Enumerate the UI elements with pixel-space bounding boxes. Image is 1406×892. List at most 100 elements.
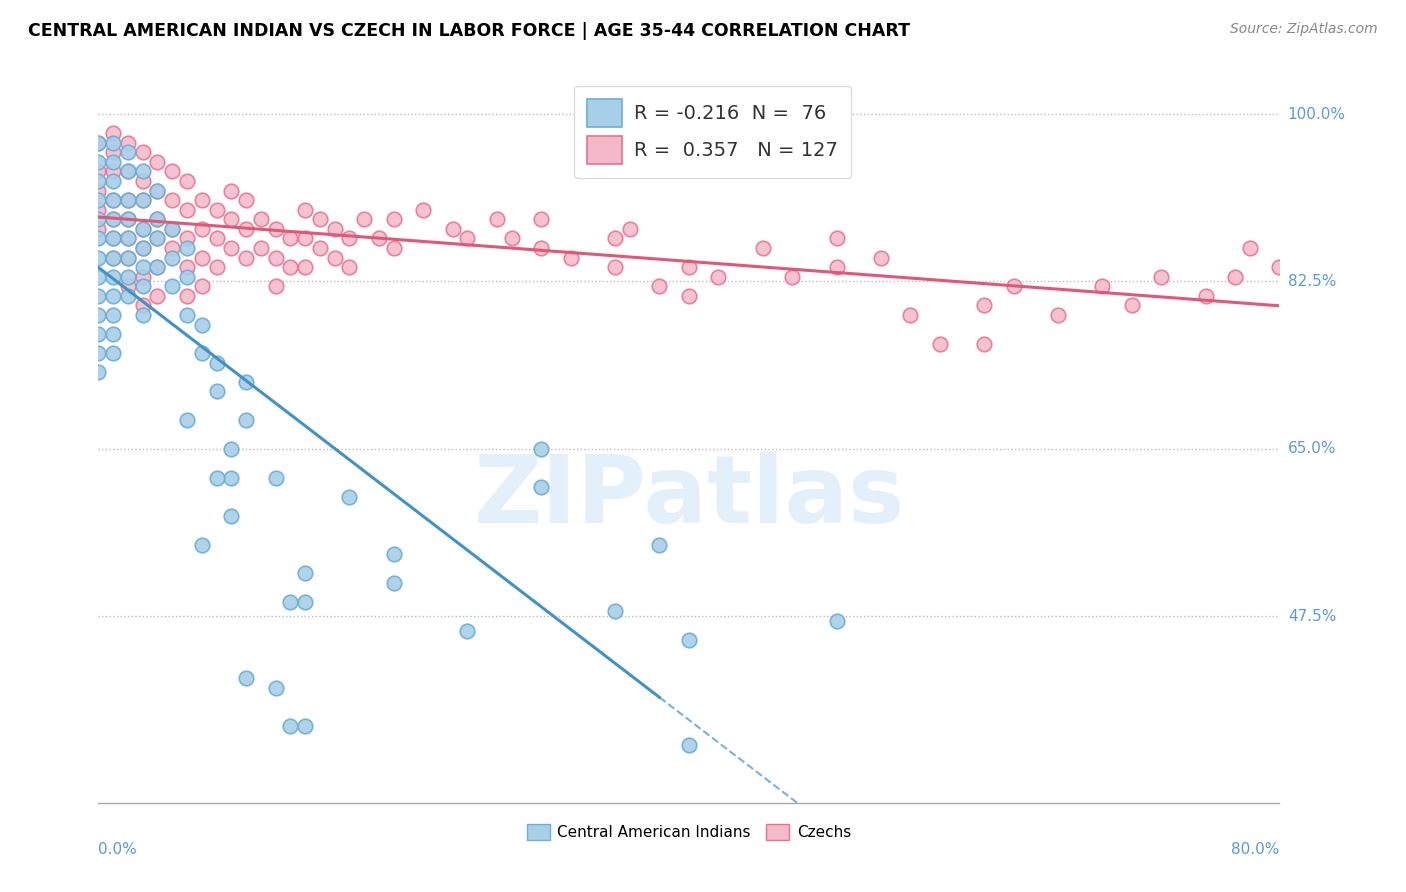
Point: [103, 251, 125, 265]
Point: [221, 470, 243, 484]
Text: 0.0%: 0.0%: [98, 842, 138, 856]
Point: [146, 155, 169, 169]
Point: [707, 269, 730, 284]
Point: [619, 222, 641, 236]
Point: [486, 212, 509, 227]
Point: [103, 145, 125, 160]
Point: [900, 308, 922, 322]
Point: [132, 222, 155, 236]
Point: [235, 672, 257, 686]
Point: [605, 231, 627, 245]
Point: [103, 231, 125, 245]
Point: [264, 681, 287, 695]
Point: [323, 222, 346, 236]
Point: [339, 231, 361, 245]
Point: [132, 145, 155, 160]
Point: [530, 241, 553, 255]
Point: [309, 241, 332, 255]
Point: [501, 231, 523, 245]
Text: Source: ZipAtlas.com: Source: ZipAtlas.com: [1230, 22, 1378, 37]
Point: [103, 212, 125, 227]
Point: [103, 289, 125, 303]
Point: [825, 260, 848, 274]
Point: [162, 222, 183, 236]
Point: [205, 356, 228, 370]
Point: [117, 136, 139, 150]
Point: [87, 269, 110, 284]
Point: [264, 470, 287, 484]
Point: [973, 336, 995, 351]
Point: [825, 231, 848, 245]
Point: [87, 164, 110, 178]
Point: [678, 739, 700, 753]
Point: [530, 480, 553, 494]
Point: [87, 212, 110, 227]
Point: [117, 289, 139, 303]
Point: [250, 212, 273, 227]
Point: [132, 164, 155, 178]
Point: [191, 537, 214, 551]
Point: [678, 633, 700, 648]
Point: [146, 212, 169, 227]
Point: [103, 126, 125, 140]
Point: [1195, 289, 1218, 303]
Point: [87, 222, 110, 236]
Point: [103, 251, 125, 265]
Point: [678, 289, 700, 303]
Point: [87, 184, 110, 198]
Point: [323, 251, 346, 265]
Point: [280, 260, 302, 274]
Text: 47.5%: 47.5%: [1288, 608, 1336, 624]
Point: [117, 251, 139, 265]
Point: [605, 260, 627, 274]
Point: [191, 346, 214, 360]
Point: [560, 251, 582, 265]
Point: [191, 279, 214, 293]
Text: 82.5%: 82.5%: [1288, 274, 1336, 289]
Point: [146, 289, 169, 303]
Point: [146, 184, 169, 198]
Point: [103, 174, 125, 188]
Point: [117, 212, 139, 227]
Point: [235, 251, 257, 265]
Point: [132, 279, 155, 293]
Point: [162, 193, 183, 207]
Point: [191, 222, 214, 236]
Point: [294, 566, 316, 581]
Point: [605, 605, 627, 619]
Point: [221, 184, 243, 198]
Point: [176, 308, 198, 322]
Point: [457, 231, 479, 245]
Point: [87, 155, 110, 169]
Point: [117, 193, 139, 207]
Point: [280, 231, 302, 245]
Point: [235, 413, 257, 427]
Point: [1091, 279, 1114, 293]
Point: [264, 251, 287, 265]
Point: [103, 327, 125, 342]
Point: [146, 184, 169, 198]
Point: [1150, 269, 1173, 284]
Point: [205, 260, 228, 274]
Point: [103, 346, 125, 360]
Point: [825, 614, 848, 628]
Point: [117, 231, 139, 245]
Point: [280, 719, 302, 733]
Point: [250, 241, 273, 255]
Point: [382, 212, 405, 227]
Point: [162, 241, 183, 255]
Text: CENTRAL AMERICAN INDIAN VS CZECH IN LABOR FORCE | AGE 35-44 CORRELATION CHART: CENTRAL AMERICAN INDIAN VS CZECH IN LABO…: [28, 22, 910, 40]
Point: [146, 260, 169, 274]
Point: [191, 251, 214, 265]
Point: [235, 193, 257, 207]
Point: [132, 308, 155, 322]
Point: [117, 279, 139, 293]
Point: [176, 260, 198, 274]
Point: [221, 508, 243, 523]
Point: [162, 251, 183, 265]
Point: [117, 212, 139, 227]
Point: [176, 269, 198, 284]
Point: [441, 222, 464, 236]
Point: [87, 327, 110, 342]
Point: [117, 269, 139, 284]
